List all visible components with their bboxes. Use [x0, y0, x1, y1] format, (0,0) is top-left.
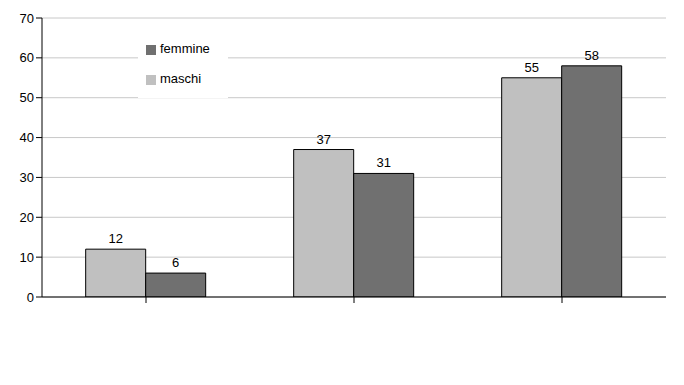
- svg-text:55: 55: [524, 60, 538, 75]
- svg-text:10: 10: [20, 250, 34, 265]
- svg-text:37: 37: [316, 132, 330, 147]
- svg-text:40: 40: [20, 130, 34, 145]
- svg-text:20: 20: [20, 210, 34, 225]
- svg-text:58: 58: [584, 48, 598, 63]
- svg-text:0: 0: [27, 290, 34, 305]
- html-text:maschi: maschi: [160, 71, 202, 86]
- html-text:femmine: femmine: [160, 41, 210, 56]
- svg-text:12: 12: [108, 231, 122, 246]
- svg-text:30: 30: [20, 170, 34, 185]
- svg-text:60: 60: [20, 50, 34, 65]
- svg-text:70: 70: [20, 11, 34, 26]
- svg-text:31: 31: [376, 155, 390, 170]
- svg-text:6: 6: [172, 255, 179, 270]
- svg-text:50: 50: [20, 90, 34, 105]
